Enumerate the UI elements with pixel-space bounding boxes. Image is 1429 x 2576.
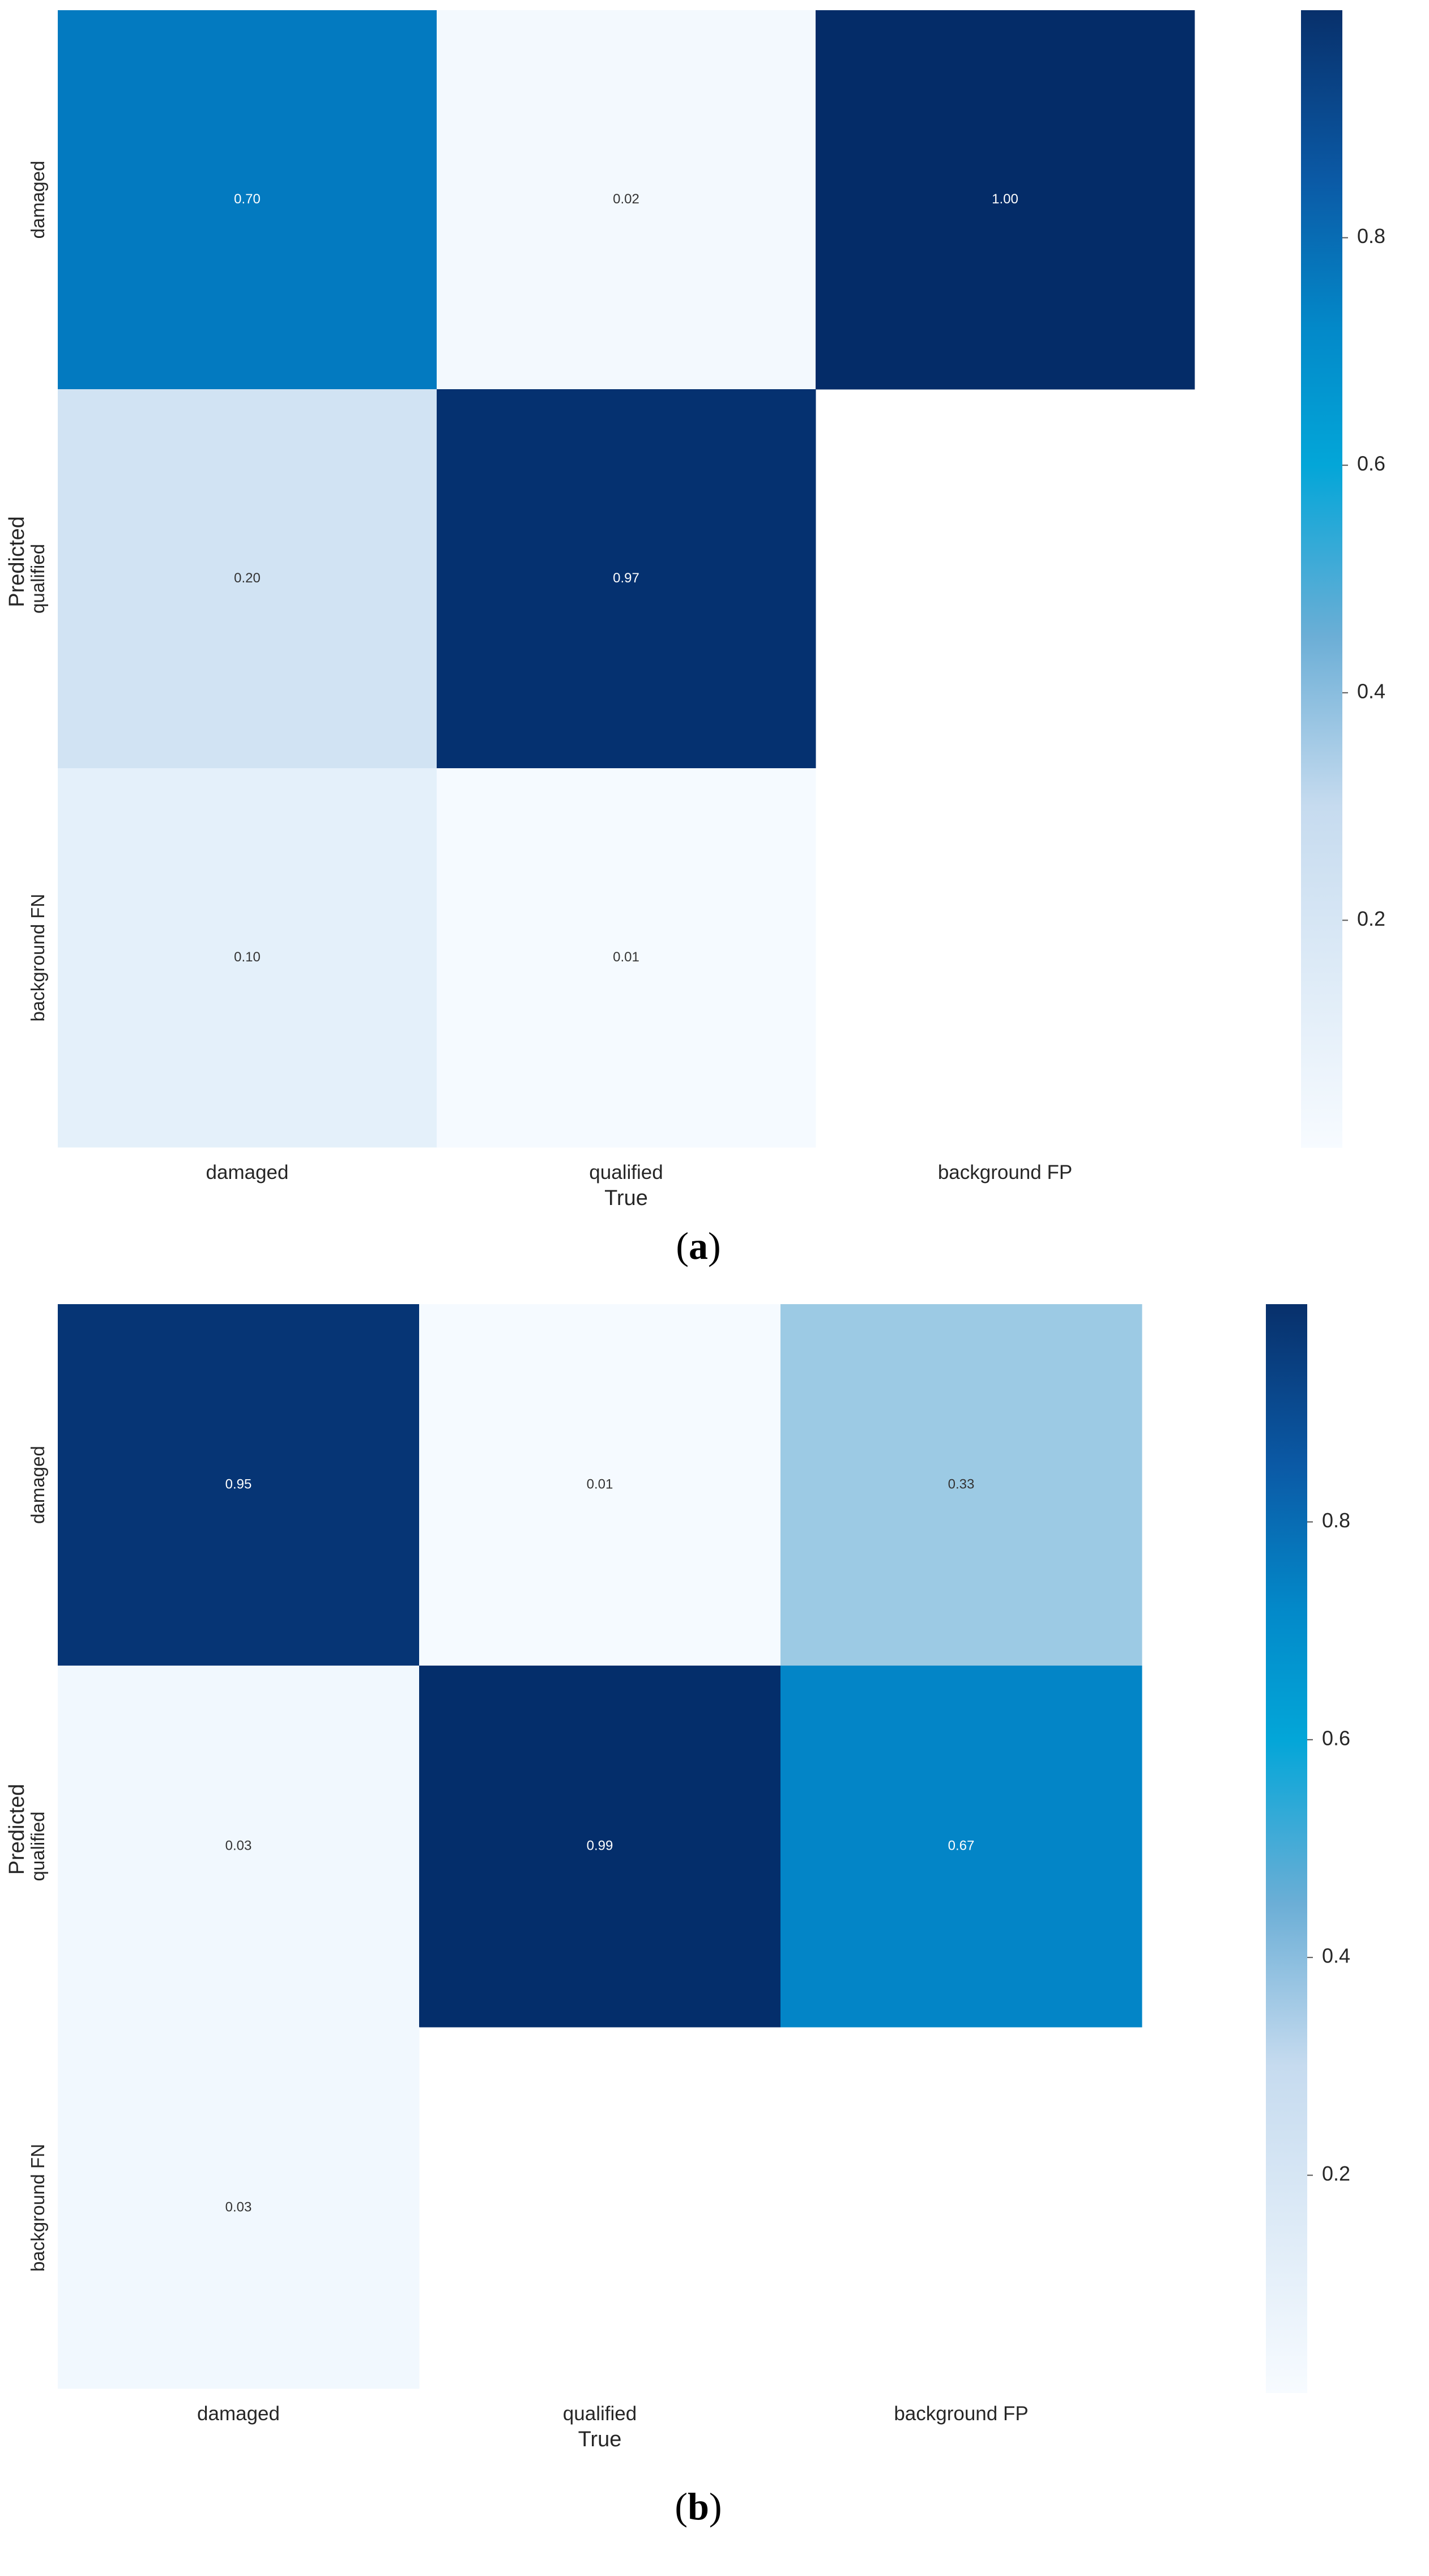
cell-value-label: 0.01 [587, 1476, 613, 1492]
heatmap-cell [419, 1666, 781, 2028]
x-tick-label: background FP [938, 1161, 1072, 1183]
x-tick-label: qualified [589, 1161, 663, 1183]
y-axis-label: Predicted [5, 1784, 29, 1875]
colorbar-tick-label: 0.8 [1322, 1509, 1350, 1532]
y-tick-label: qualified [27, 544, 48, 614]
heatmap-cell [58, 10, 437, 390]
y-tick-label: background FN [27, 894, 48, 1022]
y-axis-label: Predicted [5, 516, 29, 607]
cell-value-label: 0.20 [234, 570, 261, 586]
colorbar-tick-label: 0.2 [1357, 907, 1385, 930]
heatmap-cell [58, 2027, 420, 2389]
colorbar [1266, 1304, 1307, 2393]
cell-value-label: 0.03 [225, 2199, 252, 2215]
heatmap-cell [58, 768, 437, 1148]
colorbar-tick-label: 0.8 [1357, 224, 1385, 248]
y-tick-label: damaged [27, 1446, 48, 1524]
cell-value-label: 0.33 [948, 1476, 975, 1492]
panel-caption: (b) [675, 2485, 722, 2528]
heatmap-cell [437, 389, 816, 769]
heatmap-cell [58, 1666, 420, 2028]
heatmap-cell [419, 1304, 781, 1666]
colorbar-tick-label: 0.6 [1357, 452, 1385, 475]
heatmap-cell [58, 389, 437, 769]
panel-caption: (a) [676, 1224, 720, 1267]
heatmap-cell [437, 10, 816, 390]
cell-value-label: 0.67 [948, 1838, 975, 1853]
cell-value-label: 0.97 [613, 570, 639, 586]
colorbar [1301, 10, 1342, 1148]
cell-value-label: 0.10 [234, 949, 261, 965]
panel-a: 0.70 0.02 1.00 0.20 0.97 0.10 0.01 damaged quali… [5, 10, 1385, 1267]
colorbar-tick-label: 0.6 [1322, 1726, 1350, 1749]
cell-value-label: 0.95 [225, 1476, 252, 1492]
y-tick-label: qualified [27, 1812, 48, 1881]
heatmap-cell [780, 1666, 1142, 2028]
y-tick-label: damaged [27, 161, 48, 239]
x-axis-label: True [578, 2428, 622, 2451]
colorbar-tick-label: 0.2 [1322, 2162, 1350, 2185]
cell-value-label: 0.70 [234, 191, 261, 207]
y-tick-label: background FN [27, 2144, 48, 2272]
colorbar-tick-label: 0.4 [1322, 1944, 1350, 1968]
panel-b: 0.95 0.01 0.33 0.03 0.99 0.67 0.03 damaged quali… [5, 1304, 1350, 2528]
heatmap-cell [780, 1304, 1142, 1666]
heatmap-cell [816, 10, 1195, 390]
heatmap-cell [58, 1304, 420, 1666]
x-tick-label: background FP [894, 2403, 1028, 2425]
cell-value-label: 1.00 [992, 191, 1018, 207]
x-tick-label: damaged [206, 1161, 289, 1183]
cell-value-label: 0.02 [613, 191, 639, 207]
colorbar-tick-label: 0.4 [1357, 679, 1385, 702]
heatmap-cell [437, 768, 816, 1148]
cell-value-label: 0.99 [587, 1838, 613, 1853]
cell-value-label: 0.03 [225, 1838, 252, 1853]
cell-value-label: 0.01 [613, 949, 639, 965]
x-tick-label: damaged [197, 2403, 280, 2425]
x-tick-label: qualified [563, 2403, 637, 2425]
x-axis-label: True [604, 1186, 648, 1210]
